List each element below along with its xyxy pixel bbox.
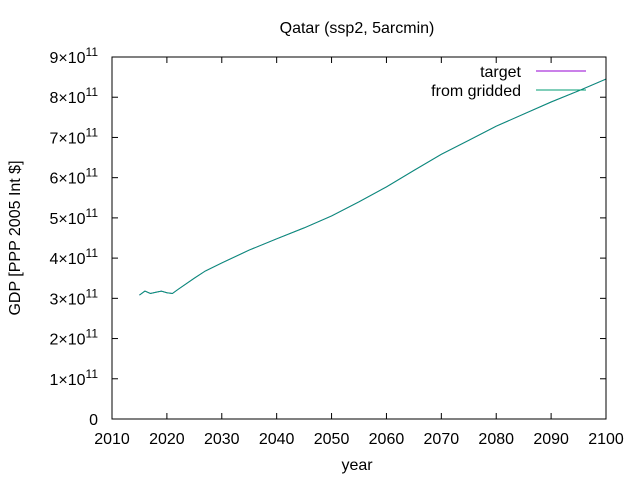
plot-frame [111,56,607,420]
x-tick-label: 2040 [259,431,295,448]
x-tick-label: 2080 [478,431,514,448]
x-tick-label: 2090 [533,431,569,448]
y-tick-label: 3×1011 [49,286,98,308]
y-tick-label: 9×1011 [49,45,98,67]
y-tick-label: 2×1011 [49,327,98,349]
chart-title: Qatar (ssp2, 5arcmin) [280,20,435,37]
y-tick-label: 4×1011 [49,246,98,268]
legend-label: target [480,64,521,81]
y-tick-label: 7×1011 [49,125,98,147]
legend: target from gridded [431,64,586,100]
series-line [139,78,607,296]
x-tick-label: 2050 [314,431,350,448]
x-tick-label: 2030 [204,431,240,448]
x-tick-label: 2060 [369,431,405,448]
series-line [139,78,607,296]
legend-label: from gridded [431,83,521,100]
y-tick-label: 1×1011 [49,367,98,389]
series-group [139,78,607,296]
x-tick-label: 2010 [94,431,130,448]
x-tick-label: 2100 [588,431,624,448]
x-axis-label: year [341,457,373,474]
y-tick-label: 8×1011 [49,85,98,107]
y-tick-label: 5×1011 [49,206,98,228]
y-axis-label: GDP [PPP 2005 Int $] [7,160,24,315]
x-tick-label: 2020 [149,431,185,448]
y-tick-label: 0 [89,412,98,429]
axis-ticks: 2010 2020 2030 2040 2050 2060 2070 2080 2090 2100… [49,45,623,448]
y-tick-label: 6×1011 [49,166,98,188]
x-tick-label: 2070 [424,431,460,448]
